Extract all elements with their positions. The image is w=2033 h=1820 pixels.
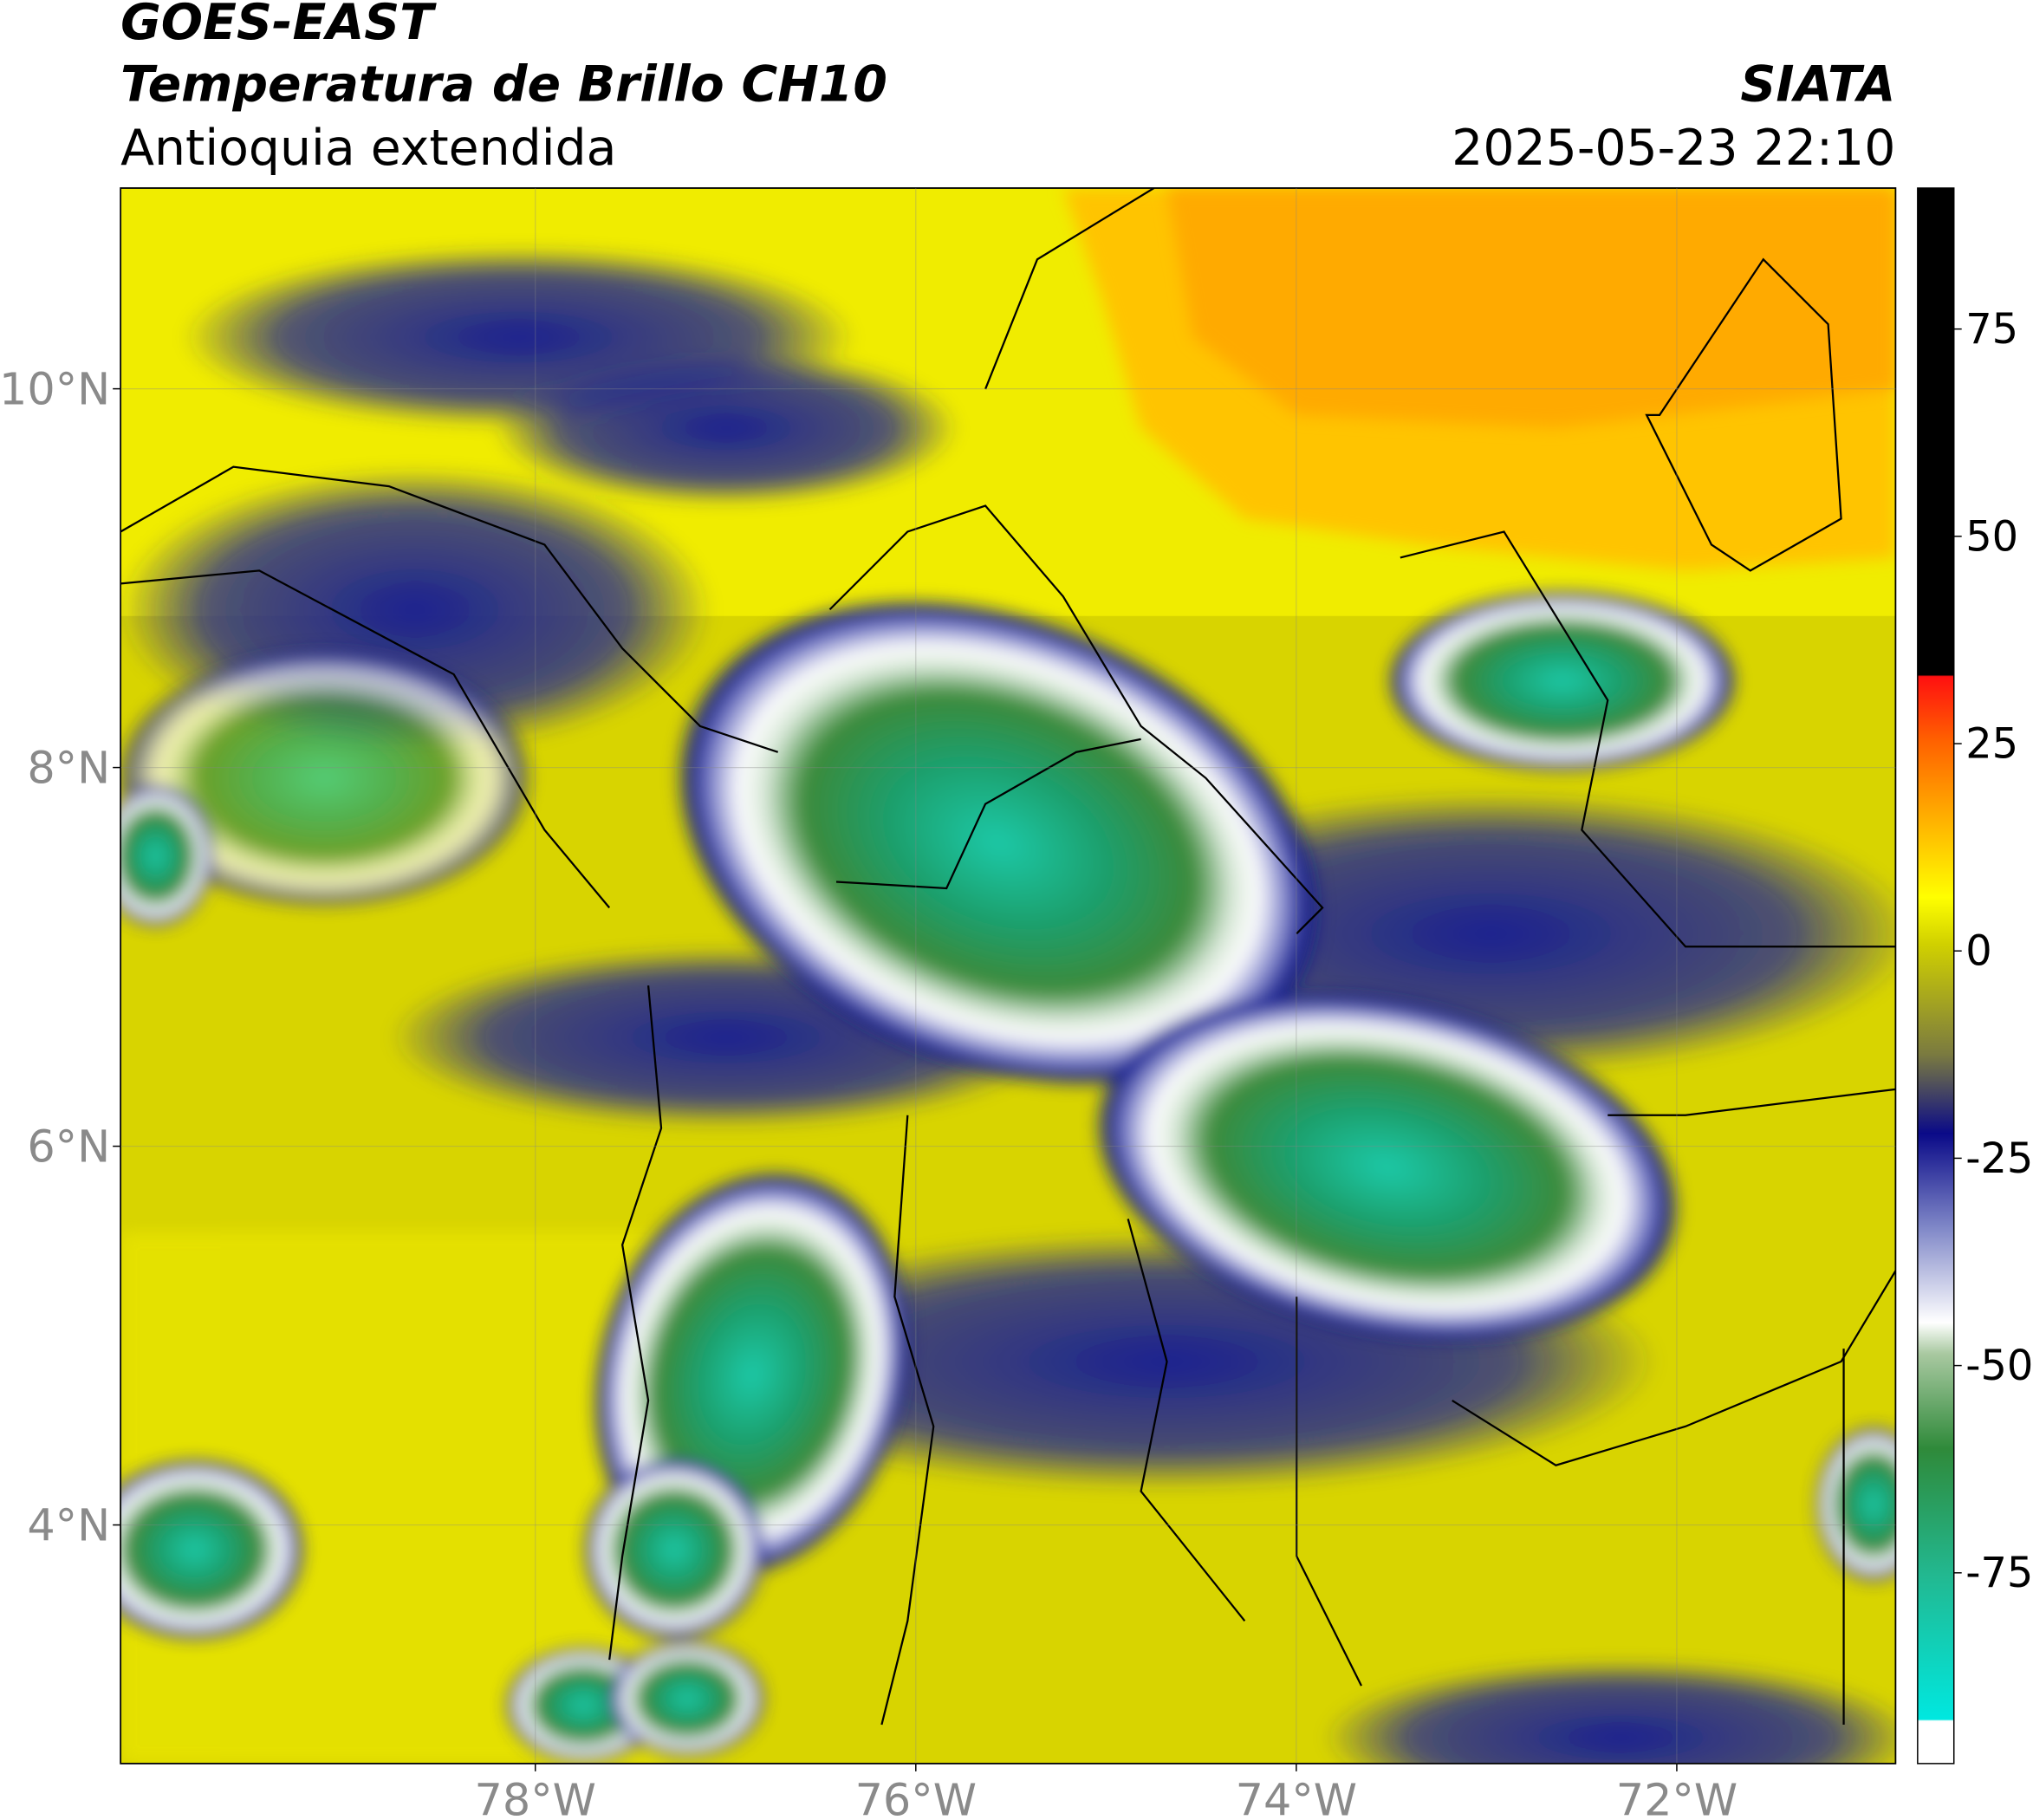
colorbar-tick-label: 75 — [1965, 306, 2018, 354]
satellite-title: GOES-EAST — [120, 0, 437, 51]
colorbar-tick-label: -25 — [1965, 1135, 2033, 1183]
colorbar-tick-label: -50 — [1965, 1342, 2033, 1390]
product-title: Temperatura de Brillo CH10 — [120, 56, 887, 114]
x-tick-label: 72°W — [1616, 1775, 1737, 1820]
source-label: SIATA — [1740, 56, 1895, 114]
colorbar — [1917, 187, 1955, 1765]
map-frame — [120, 187, 1897, 1765]
colorbar-tick-label: 25 — [1965, 720, 2018, 768]
y-tick-label: 8°N — [27, 743, 110, 794]
x-tick-label: 74°W — [1236, 1775, 1357, 1820]
colorbar-tick-label: 0 — [1965, 928, 1991, 976]
datetime-label: 2025-05-23 22:10 — [1452, 120, 1895, 177]
y-tick-label: 10°N — [0, 364, 110, 415]
colorbar-tick-label: -75 — [1965, 1550, 2033, 1597]
region-subtitle: Antioquia extendida — [120, 120, 616, 177]
y-tick-label: 4°N — [27, 1500, 110, 1551]
y-tick-label: 6°N — [27, 1121, 110, 1173]
colorbar-tick-label: 50 — [1965, 513, 2018, 561]
x-tick-label: 76°W — [855, 1775, 977, 1820]
borders — [120, 188, 1896, 1726]
satellite-image — [120, 188, 1896, 1764]
x-tick-label: 78°W — [475, 1775, 596, 1820]
